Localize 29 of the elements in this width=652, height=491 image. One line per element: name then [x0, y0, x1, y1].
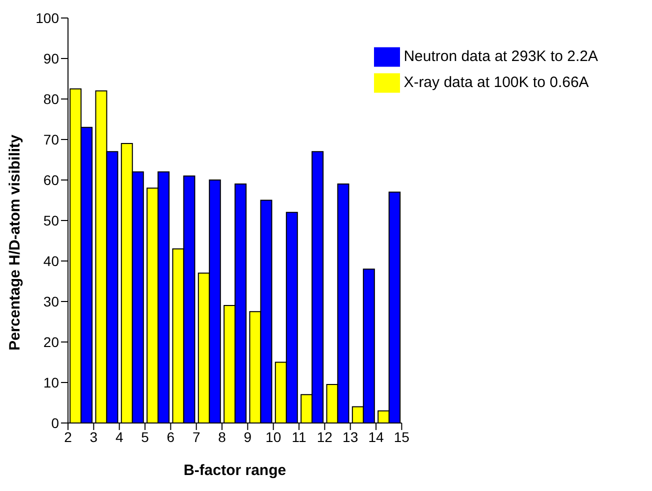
x-tick-label: 15: [394, 428, 410, 445]
x-tick-label: 13: [342, 428, 358, 445]
y-tick-label: 80: [43, 90, 60, 107]
y-axis-title: Percentage H/D-atom visibility: [6, 134, 24, 350]
x-tick-label: 5: [141, 428, 150, 445]
x-tick-label: 12: [316, 428, 333, 445]
x-tick-label: 11: [292, 428, 306, 445]
x-tick-label: 9: [244, 428, 252, 445]
x-tick-label: 2: [64, 428, 72, 445]
y-tick-label: 40: [43, 252, 60, 269]
y-tick-label: 0: [51, 414, 60, 431]
legend-label: X-ray data at 100K to 0.66A: [404, 74, 589, 91]
x-tick-label: 7: [192, 428, 200, 445]
y-tick-label: 50: [43, 212, 60, 228]
x-tick-label: 8: [218, 428, 226, 445]
y-tick-label: 70: [43, 131, 60, 148]
y-tick-label: 100: [36, 10, 60, 26]
y-tick-label: 90: [43, 50, 60, 66]
y-tick-label: 60: [43, 172, 60, 188]
y-tick-label: 10: [43, 374, 60, 390]
x-tick-label: 3: [90, 428, 98, 445]
x-tick-label: 10: [266, 428, 282, 445]
legend-label: Neutron data at 293K to 2.2A: [404, 48, 598, 65]
x-tick-label: 6: [166, 428, 175, 445]
y-tick-label: 30: [43, 293, 60, 310]
x-tick-label: 14: [368, 428, 384, 445]
x-axis-title: B-factor range: [184, 462, 286, 479]
y-tick-label: 20: [43, 334, 60, 350]
x-tick-label: 4: [115, 428, 124, 445]
